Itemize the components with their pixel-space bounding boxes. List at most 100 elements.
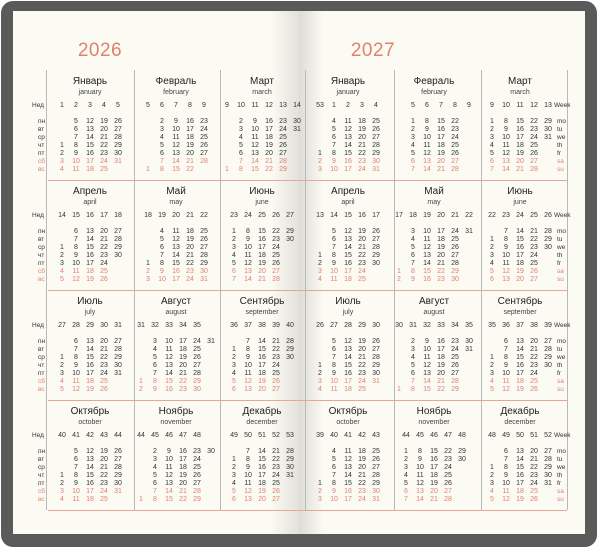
week-number: 19 [423,212,431,219]
day-cell: 13 [344,346,352,353]
day-cell: 8 [504,236,508,243]
day-cell: 13 [165,362,173,369]
day-cell: 4 [60,268,64,275]
day-cell: 6 [332,134,336,141]
day-cell: 18 [430,472,438,479]
day-cell: 12 [244,488,252,495]
day-cell: 9 [504,472,508,479]
day-cell: 12 [416,480,424,487]
week-number: 39 [316,432,324,439]
day-cell: 26 [372,126,380,133]
day-cell: 31 [465,346,473,353]
day-cell: 13 [344,236,352,243]
day-cell: 25 [372,118,380,125]
day-cell: 4 [160,228,164,235]
day-cell: 16 [516,126,524,133]
day-cell: 16 [344,158,352,165]
week-number-caption: Нед [32,322,44,329]
day-cell: 1 [318,150,322,157]
day-cell: 1 [232,456,236,463]
month-subtitle: august [423,309,445,316]
day-cell: 1 [404,448,408,455]
day-cell: 23 [358,488,366,495]
day-cell: 5 [232,378,236,385]
page-2027 [299,11,585,534]
day-cell: 27 [444,488,452,495]
day-cell: 8 [160,260,164,267]
day-cell: 23 [100,252,108,259]
day-cell: 14 [423,260,431,267]
day-cell: 30 [544,126,552,133]
day-cell: 27 [279,150,287,157]
day-cell: 19 [100,448,108,455]
day-cell: 20 [100,338,108,345]
day-cell: 22 [265,166,273,173]
weekday-label: пт [38,370,45,377]
day-cell: 14 [86,236,94,243]
day-cell: 23 [272,354,280,361]
day-cell: 5 [232,260,236,267]
month-name: Март [508,76,532,87]
month-name: Октябрь [328,406,368,417]
week-number-caption: Нед [32,102,44,109]
day-cell: 18 [344,276,352,283]
day-cell: 10 [158,276,166,283]
day-cell: 3 [490,134,494,141]
day-cell: 24 [451,346,459,353]
day-cell: 28 [200,158,208,165]
week-number: 41 [344,432,352,439]
weekday-label: th [557,472,563,479]
day-cell: 27 [451,252,459,259]
day-cell: 8 [239,166,243,173]
day-cell: 11 [344,118,352,125]
day-cell: 10 [165,338,173,345]
day-cell: 15 [86,142,94,149]
day-cell: 5 [153,472,157,479]
day-cell: 3 [60,488,64,495]
day-cell: 6 [232,496,236,503]
day-cell: 4 [153,346,157,353]
day-cell: 29 [544,464,552,471]
day-cell: 4 [160,134,164,141]
day-cell: 25 [100,268,108,275]
day-cell: 31 [372,496,380,503]
week-number: 43 [372,432,380,439]
day-cell: 21 [530,346,538,353]
weekday-label: ср [38,134,45,141]
day-cell: 3 [490,252,494,259]
day-cell: 12 [423,150,431,157]
week-number: 40 [58,432,66,439]
day-cell: 21 [437,166,445,173]
day-cell: 15 [423,386,431,393]
day-cell: 12 [165,354,173,361]
day-cell: 20 [430,488,438,495]
week-number: 31 [137,322,145,329]
day-cell: 18 [186,228,194,235]
day-cell: 31 [200,276,208,283]
day-cell: 3 [60,370,64,377]
day-cell: 19 [358,228,366,235]
weekday-label: пн [38,118,46,125]
row-divider [305,400,567,401]
day-cell: 15 [165,496,173,503]
day-cell: 14 [251,158,259,165]
day-cell: 2 [239,118,243,125]
weekday-label: mo [557,118,567,125]
day-cell: 18 [437,142,445,149]
day-cell: 22 [358,150,366,157]
day-cell: 12 [172,142,180,149]
day-cell: 26 [530,268,538,275]
day-cell: 10 [423,346,431,353]
week-number: 40 [330,432,338,439]
week-number: 23 [502,212,510,219]
day-cell: 17 [186,126,194,133]
day-cell: 25 [530,378,538,385]
day-cell: 28 [544,228,552,235]
day-cell: 4 [232,370,236,377]
day-cell: 18 [358,118,366,125]
day-cell: 24 [358,496,366,503]
week-number: 51 [258,432,266,439]
day-cell: 17 [86,158,94,165]
day-cell: 5 [332,338,336,345]
day-cell: 23 [451,126,459,133]
